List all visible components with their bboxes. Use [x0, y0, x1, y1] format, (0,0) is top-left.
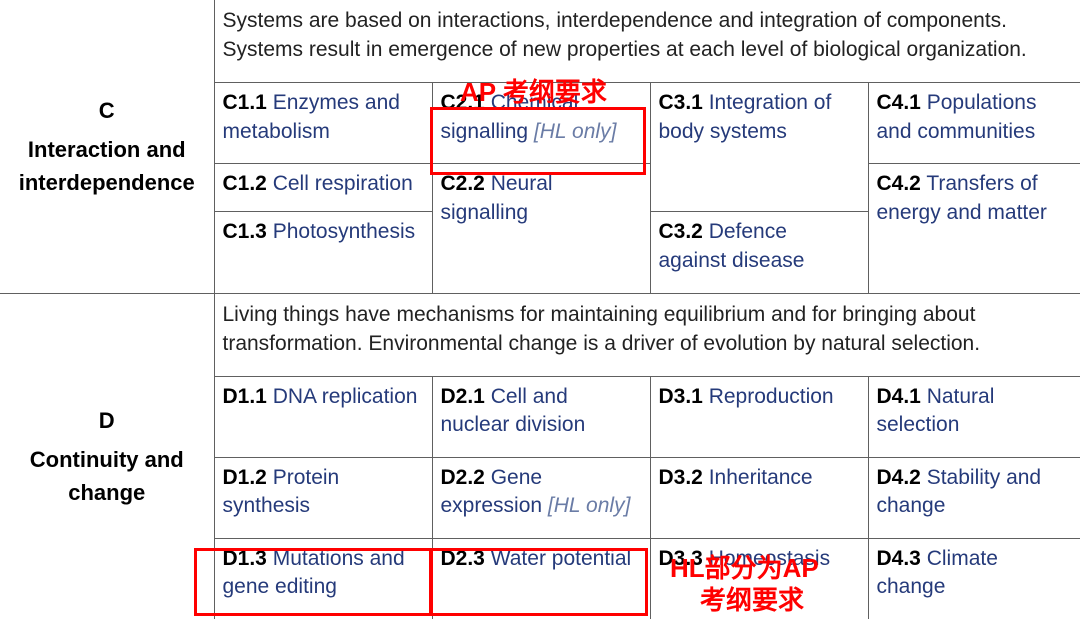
- cell-d33: D3.3 Homeostasis: [650, 539, 868, 619]
- cell-d11: D1.1 DNA replication: [214, 376, 432, 457]
- cell-c32: C3.2 Defence against disease: [650, 212, 868, 293]
- cell-c22: C2.2 Neural signalling: [432, 164, 650, 293]
- cell-c13: C1.3 Photosynthesis: [214, 212, 432, 293]
- section-c-name: Interaction and interdependence: [19, 137, 195, 195]
- cell-d21: D2.1 Cell and nuclear division: [432, 376, 650, 457]
- section-c-letter: C: [8, 94, 206, 127]
- cell-d23: D2.3 Water potential: [432, 539, 650, 619]
- cell-c31: C3.1 Integration of body systems: [650, 83, 868, 212]
- cell-c42: C4.2 Transfers of energy and matter: [868, 164, 1080, 293]
- cell-d31: D3.1 Reproduction: [650, 376, 868, 457]
- section-d-description: Living things have mechanisms for mainta…: [214, 293, 1080, 376]
- cell-c12: C1.2 Cell respiration: [214, 164, 432, 212]
- cell-d42: D4.2 Stability and change: [868, 457, 1080, 538]
- cell-d32: D3.2 Inheritance: [650, 457, 868, 538]
- section-c-description: Systems are based on interactions, inter…: [214, 0, 1080, 83]
- cell-d13: D1.3 Mutations and gene editing: [214, 539, 432, 619]
- syllabus-table: C Interaction and interdependence System…: [0, 0, 1080, 619]
- section-d-letter: D: [8, 404, 206, 437]
- cell-c11: C1.1 Enzymes and metabolism: [214, 83, 432, 164]
- section-c-label: C Interaction and interdependence: [0, 0, 214, 293]
- cell-c21: C2.1 Chemical signalling [HL only]: [432, 83, 650, 164]
- cell-d41: D4.1 Natural selection: [868, 376, 1080, 457]
- section-d-name: Continuity and change: [30, 447, 184, 505]
- cell-d22: D2.2 Gene expression [HL only]: [432, 457, 650, 538]
- cell-d12: D1.2 Protein synthesis: [214, 457, 432, 538]
- cell-c41: C4.1 Populations and communities: [868, 83, 1080, 164]
- section-d-label: D Continuity and change: [0, 293, 214, 619]
- cell-d43: D4.3 Climate change: [868, 539, 1080, 619]
